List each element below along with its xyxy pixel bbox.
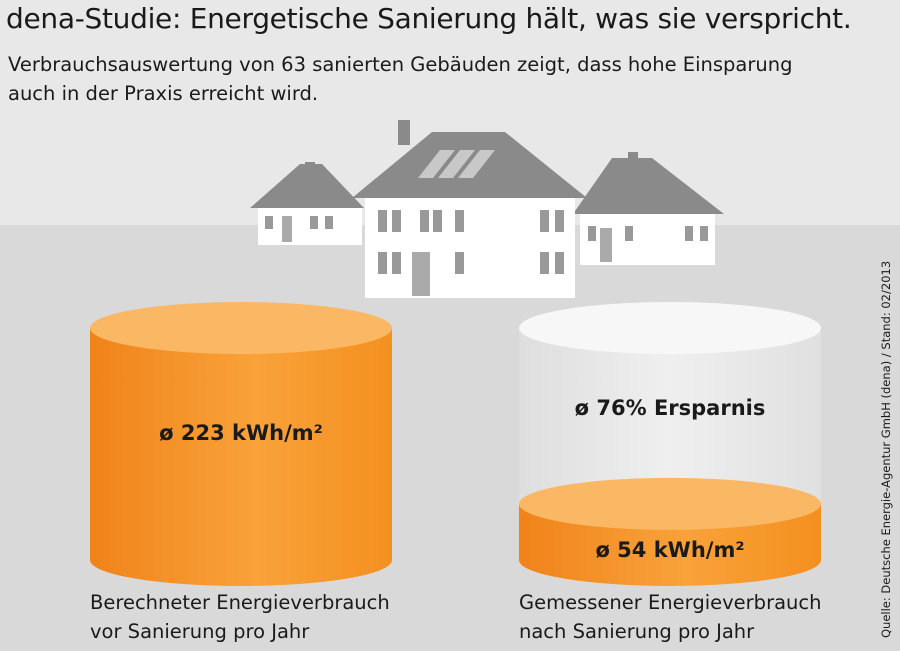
cylinder-top (519, 477, 821, 530)
value-label: ø 54 kWh/m² (595, 538, 744, 562)
title: dena-Studie: Energetische Sanierung hält… (6, 2, 852, 35)
value-label: ø 223 kWh/m² (159, 421, 323, 445)
reference-cylinder-top (519, 302, 821, 354)
annotation: ø 76% Ersparnis (575, 396, 766, 420)
subtitle: Verbrauchsauswertung von 63 sanierten Ge… (8, 53, 793, 105)
source: Quelle: Deutsche Energie-Agentur GmbH (d… (879, 260, 893, 638)
category-label: Berechneter Energieverbrauch vor Sanieru… (90, 591, 390, 643)
houses (250, 120, 724, 298)
cylinder-top (90, 302, 392, 354)
category-label: Gemessener Energieverbrauch nach Sanieru… (519, 591, 822, 643)
cylinder-body (90, 328, 392, 586)
